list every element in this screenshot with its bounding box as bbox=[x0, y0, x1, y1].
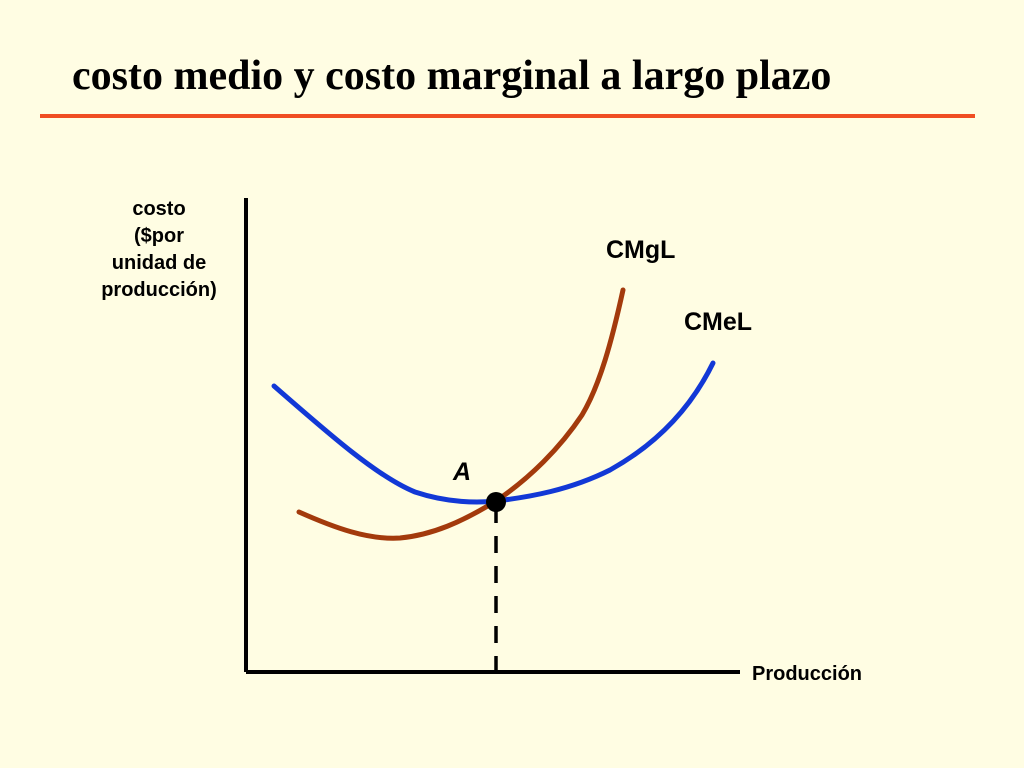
lmc-curve-label: CMgL bbox=[606, 236, 676, 264]
lac-curve bbox=[271, 360, 716, 505]
y-axis-label-line-2: ($por bbox=[134, 225, 184, 247]
point-a-marker bbox=[486, 492, 506, 512]
y-axis-label-line-1: costo bbox=[132, 198, 186, 220]
title-rule bbox=[40, 114, 975, 118]
point-a-label: A bbox=[453, 458, 472, 486]
y-axis-label-line-4: producción) bbox=[101, 279, 217, 301]
slide-title: costo medio y costo marginal a largo pla… bbox=[72, 53, 832, 99]
x-axis-label: Producción bbox=[752, 663, 863, 685]
y-axis-label-line-3: unidad de bbox=[111, 252, 207, 274]
lac-curve-label: CMeL bbox=[684, 308, 753, 336]
y-axis-label: costo ($por unidad de producción) bbox=[84, 196, 234, 304]
